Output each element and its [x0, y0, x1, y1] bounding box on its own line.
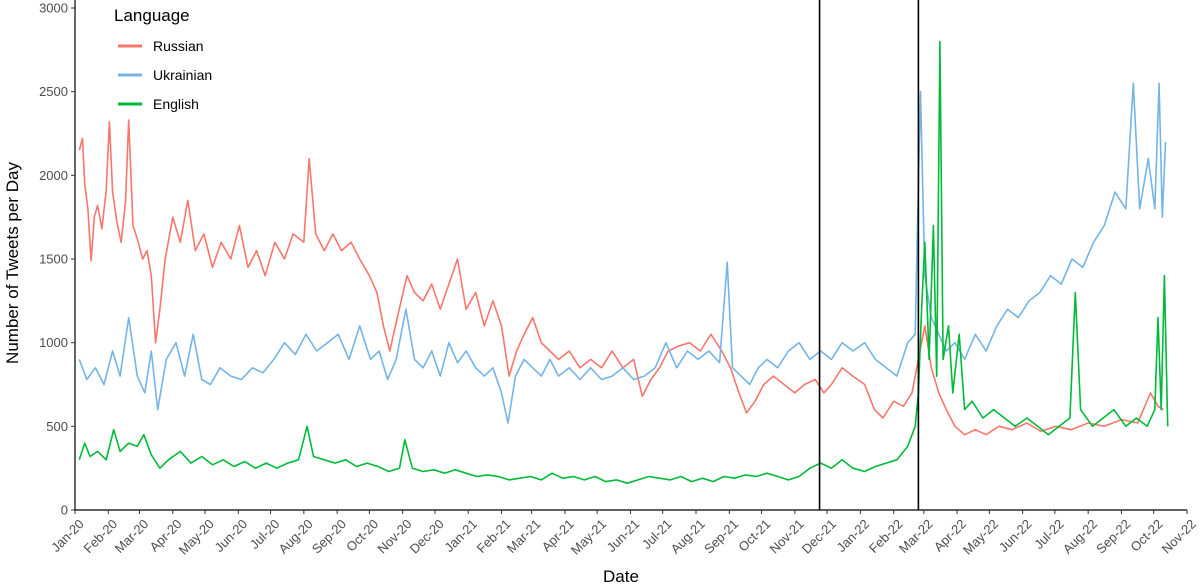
legend-title: Language: [114, 6, 190, 25]
plot-lines: [78, 40, 1169, 484]
y-axis-label: Number of Tweets per Day: [3, 162, 22, 364]
x-tick-label: Nov-20: [374, 516, 414, 556]
x-tick-label: Jan-20: [48, 516, 87, 555]
series-line-english: [78, 40, 1169, 484]
legend-label-ukrainian: Ukrainian: [153, 67, 212, 83]
x-tick-label: Nov-21: [767, 516, 807, 556]
x-tick-label: Oct-21: [735, 516, 773, 554]
y-tick-label: 2500: [39, 84, 68, 99]
y-tick-label: 500: [46, 419, 68, 434]
x-tick-label: May-22: [960, 516, 1001, 557]
x-tick-label: May-21: [568, 516, 609, 557]
x-tick-label: Aug-21: [668, 516, 708, 556]
series-line-russian: [78, 119, 1164, 436]
x-tick-label: Dec-20: [407, 516, 447, 556]
x-tick-label: Nov-22: [1159, 516, 1199, 556]
x-tick-label: Jun-20: [211, 516, 250, 555]
x-tick-label: Jan-22: [834, 516, 873, 555]
y-tick-label: 3000: [39, 1, 68, 16]
x-tick-label: May-20: [176, 516, 217, 557]
y-tick-label: 2000: [39, 168, 68, 183]
y-tick-label: 0: [61, 503, 68, 518]
x-tick-label: Sep-22: [1093, 516, 1133, 556]
x-tick-label: Jun-22: [996, 516, 1035, 555]
legend-items: Russian Ukrainian English: [118, 38, 212, 112]
legend-label-russian: Russian: [153, 38, 204, 54]
y-axis: 0 500 1000 1500 2000 2500 3000: [39, 0, 76, 518]
legend: Language Russian Ukrainian English: [114, 6, 212, 112]
x-tick-label: Sep-21: [701, 516, 741, 556]
x-tick-label: Jun-21: [604, 516, 643, 555]
x-tick-label: Aug-20: [276, 516, 316, 556]
y-tick-label: 1500: [39, 252, 68, 267]
x-tick-label: Feb-20: [80, 516, 120, 556]
event-lines: [818, 0, 920, 510]
x-tick-label: Mar-22: [896, 516, 936, 556]
x-tick-label: Oct-22: [1127, 516, 1165, 554]
x-tick-label: Mar-20: [112, 516, 152, 556]
x-tick-label: Jan-21: [441, 516, 480, 555]
x-tick-label: Mar-21: [504, 516, 544, 556]
y-tick-label: 1000: [39, 335, 68, 350]
series-line-ukrainian: [78, 82, 1167, 424]
y-axis-title: Number of Tweets per Day: [3, 162, 22, 364]
x-tick-label: Dec-21: [799, 516, 839, 556]
x-tick-label: Sep-20: [309, 516, 349, 556]
legend-label-english: English: [153, 96, 199, 112]
x-tick-label: Aug-22: [1060, 516, 1100, 556]
x-axis: Jan-20Feb-20Mar-20Apr-20May-20Jun-20Jul-…: [48, 509, 1199, 558]
x-tick-label: Oct-20: [343, 516, 381, 554]
x-axis-label: Date: [603, 567, 639, 585]
